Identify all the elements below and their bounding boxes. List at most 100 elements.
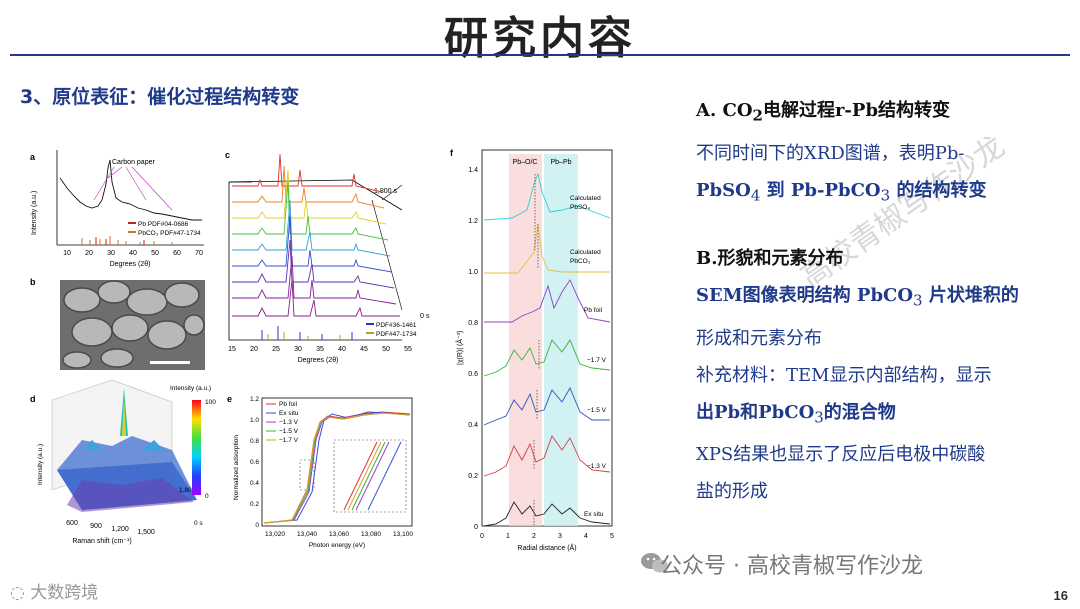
svg-text:1: 1 [506, 533, 510, 540]
svg-text:0: 0 [474, 524, 478, 531]
svg-text:100: 100 [205, 399, 216, 406]
svg-text:0.6: 0.6 [468, 371, 478, 378]
svg-text:PbCO₃: PbCO₃ [570, 258, 591, 265]
logo-icon: ◌ [10, 583, 31, 603]
svg-text:Pb–O/C: Pb–O/C [513, 159, 538, 166]
svg-text:Normalized adsorption: Normalized adsorption [233, 435, 240, 500]
svg-text:Calculated: Calculated [570, 249, 601, 256]
svg-text:Intensity (a.u.): Intensity (a.u.) [37, 444, 44, 485]
svg-text:0.8: 0.8 [468, 320, 478, 327]
wechat-icon [641, 553, 668, 573]
svg-text:600: 600 [66, 520, 78, 527]
panel-c: c 1,800 s 0 s PDF#36-1461 PDF#47-1734 15… [225, 150, 430, 364]
brand-logo: ◌ 大数跨境 [10, 583, 99, 603]
svg-text:Calculated: Calculated [570, 195, 601, 202]
text-a-line2: PbSO4 到 Pb-PbCO3 的结构转变 [696, 179, 987, 205]
panel-a-ylabel: Intensity (a.u.) [31, 191, 38, 235]
svg-text:50: 50 [382, 346, 390, 353]
panel-d: d Intensity (a.u.) 1,800 s 0 s 600 900 1,… [30, 379, 216, 545]
svg-text:PDF#47-1734: PDF#47-1734 [376, 331, 417, 338]
svg-text:Degrees (2θ): Degrees (2θ) [298, 357, 339, 364]
svg-text:0.4: 0.4 [250, 480, 259, 487]
svg-text:1,800 s: 1,800 s [179, 487, 201, 494]
svg-text:20: 20 [85, 250, 93, 257]
footer-watermark: 公众号 · 高校青椒写作沙龙 [660, 554, 923, 579]
svg-text:25: 25 [272, 346, 280, 353]
svg-text:30: 30 [294, 346, 302, 353]
panel-a-label: a [30, 152, 36, 162]
svg-text:Intensity (a.u.): Intensity (a.u.) [170, 385, 211, 392]
colorbar [192, 400, 201, 495]
text-b-line1: SEM图像表明结构 PbCO3 片状堆积的 [696, 285, 1019, 310]
svg-text:b: b [30, 277, 36, 287]
panel-a-leg2: PbCO₃ PDF#47-1734 [138, 230, 201, 237]
svg-text:0: 0 [255, 522, 259, 529]
page-number: 16 [1053, 588, 1068, 603]
panel-e: e Normalized adsorption 0 0.2 0.4 0.6 0.8 1… [227, 394, 413, 549]
svg-text:13,040: 13,040 [297, 531, 317, 538]
svg-text:0: 0 [480, 533, 484, 540]
panel-a-xlabel: Degrees (2θ) [110, 261, 151, 268]
svg-text:0.4: 0.4 [468, 422, 478, 429]
svg-text:13,080: 13,080 [361, 531, 381, 538]
svg-text:0.2: 0.2 [250, 501, 259, 508]
svg-text:Pb foil: Pb foil [279, 401, 298, 408]
svg-text:−1.7 V: −1.7 V [279, 437, 299, 444]
svg-text:4: 4 [584, 533, 588, 540]
svg-text:2: 2 [532, 533, 536, 540]
svg-text:1.4: 1.4 [468, 167, 478, 174]
svg-text:c: c [225, 150, 230, 160]
svg-text:1.2: 1.2 [250, 396, 259, 403]
svg-text:Ex situ: Ex situ [584, 511, 604, 518]
svg-text:1,800 s: 1,800 s [374, 188, 397, 195]
svg-text:40: 40 [129, 250, 137, 257]
panel-a-leg1: Pb PDF#04-0686 [138, 221, 189, 228]
svg-text:70: 70 [195, 250, 203, 257]
svg-text:5: 5 [610, 533, 614, 540]
panel-b: b [30, 277, 205, 370]
svg-text:45: 45 [360, 346, 368, 353]
text-panel: A. CO2电解过程r-Pb结构转变 不同时间下的XRD图谱，表明Pb- PbS… [696, 92, 1056, 510]
svg-text:13,100: 13,100 [393, 531, 413, 538]
text-b-line6: 盐的形成 [696, 481, 768, 503]
svg-text:Ex situ: Ex situ [279, 410, 299, 417]
svg-text:3: 3 [558, 533, 562, 540]
svg-text:1.0: 1.0 [250, 417, 259, 424]
svg-text:35: 35 [316, 346, 324, 353]
svg-text:10: 10 [63, 250, 71, 257]
panel-f: f Pb–O/C Pb–Pb |χ(R)| (Å⁻³) 00.2 0.40.6 … [450, 148, 614, 552]
svg-text:PDF#36-1461: PDF#36-1461 [376, 322, 417, 329]
svg-text:Radial distance (Å): Radial distance (Å) [517, 543, 576, 552]
figure-composite: a Intensity (a.u.) Carbon paper Pb PDF#0… [30, 148, 614, 552]
text-b-line5: XPS结果也显示了反应后电极中碳酸 [696, 444, 986, 466]
svg-text:0.6: 0.6 [250, 459, 259, 466]
text-b-line4: 出Pb和PbCO3的混合物 [696, 401, 896, 427]
svg-text:−1.3 V: −1.3 V [587, 463, 607, 470]
svg-text:15: 15 [228, 346, 236, 353]
svg-text:1.0: 1.0 [468, 269, 478, 276]
svg-text:30: 30 [107, 250, 115, 257]
svg-text:0 s: 0 s [420, 313, 430, 320]
svg-text:50: 50 [151, 250, 159, 257]
svg-text:|χ(R)| (Å⁻³): |χ(R)| (Å⁻³) [455, 331, 464, 365]
svg-text:d: d [30, 394, 36, 404]
panel-a: a Intensity (a.u.) Carbon paper Pb PDF#0… [30, 150, 204, 268]
svg-text:Photon energy (eV): Photon energy (eV) [309, 542, 365, 549]
title-divider [10, 54, 1070, 56]
text-a-line1: 不同时间下的XRD图谱，表明Pb- [696, 142, 965, 164]
svg-text:e: e [227, 394, 232, 404]
svg-text:f: f [450, 148, 454, 158]
svg-text:40: 40 [338, 346, 346, 353]
svg-text:20: 20 [250, 346, 258, 353]
text-b-line2: 形成和元素分布 [696, 327, 822, 349]
svg-text:−1.7 V: −1.7 V [587, 357, 607, 364]
svg-text:0.8: 0.8 [250, 438, 259, 445]
svg-text:13,060: 13,060 [329, 531, 349, 538]
heading-a: A. CO2电解过程r-Pb结构转变 [696, 100, 951, 125]
svg-text:PbSO₄: PbSO₄ [570, 204, 590, 211]
svg-text:Pb–Pb: Pb–Pb [550, 159, 571, 166]
svg-text:1,200: 1,200 [111, 526, 129, 533]
svg-text:−1.5 V: −1.5 V [587, 407, 607, 414]
svg-text:60: 60 [173, 250, 181, 257]
panel-a-annot: Carbon paper [112, 159, 155, 166]
